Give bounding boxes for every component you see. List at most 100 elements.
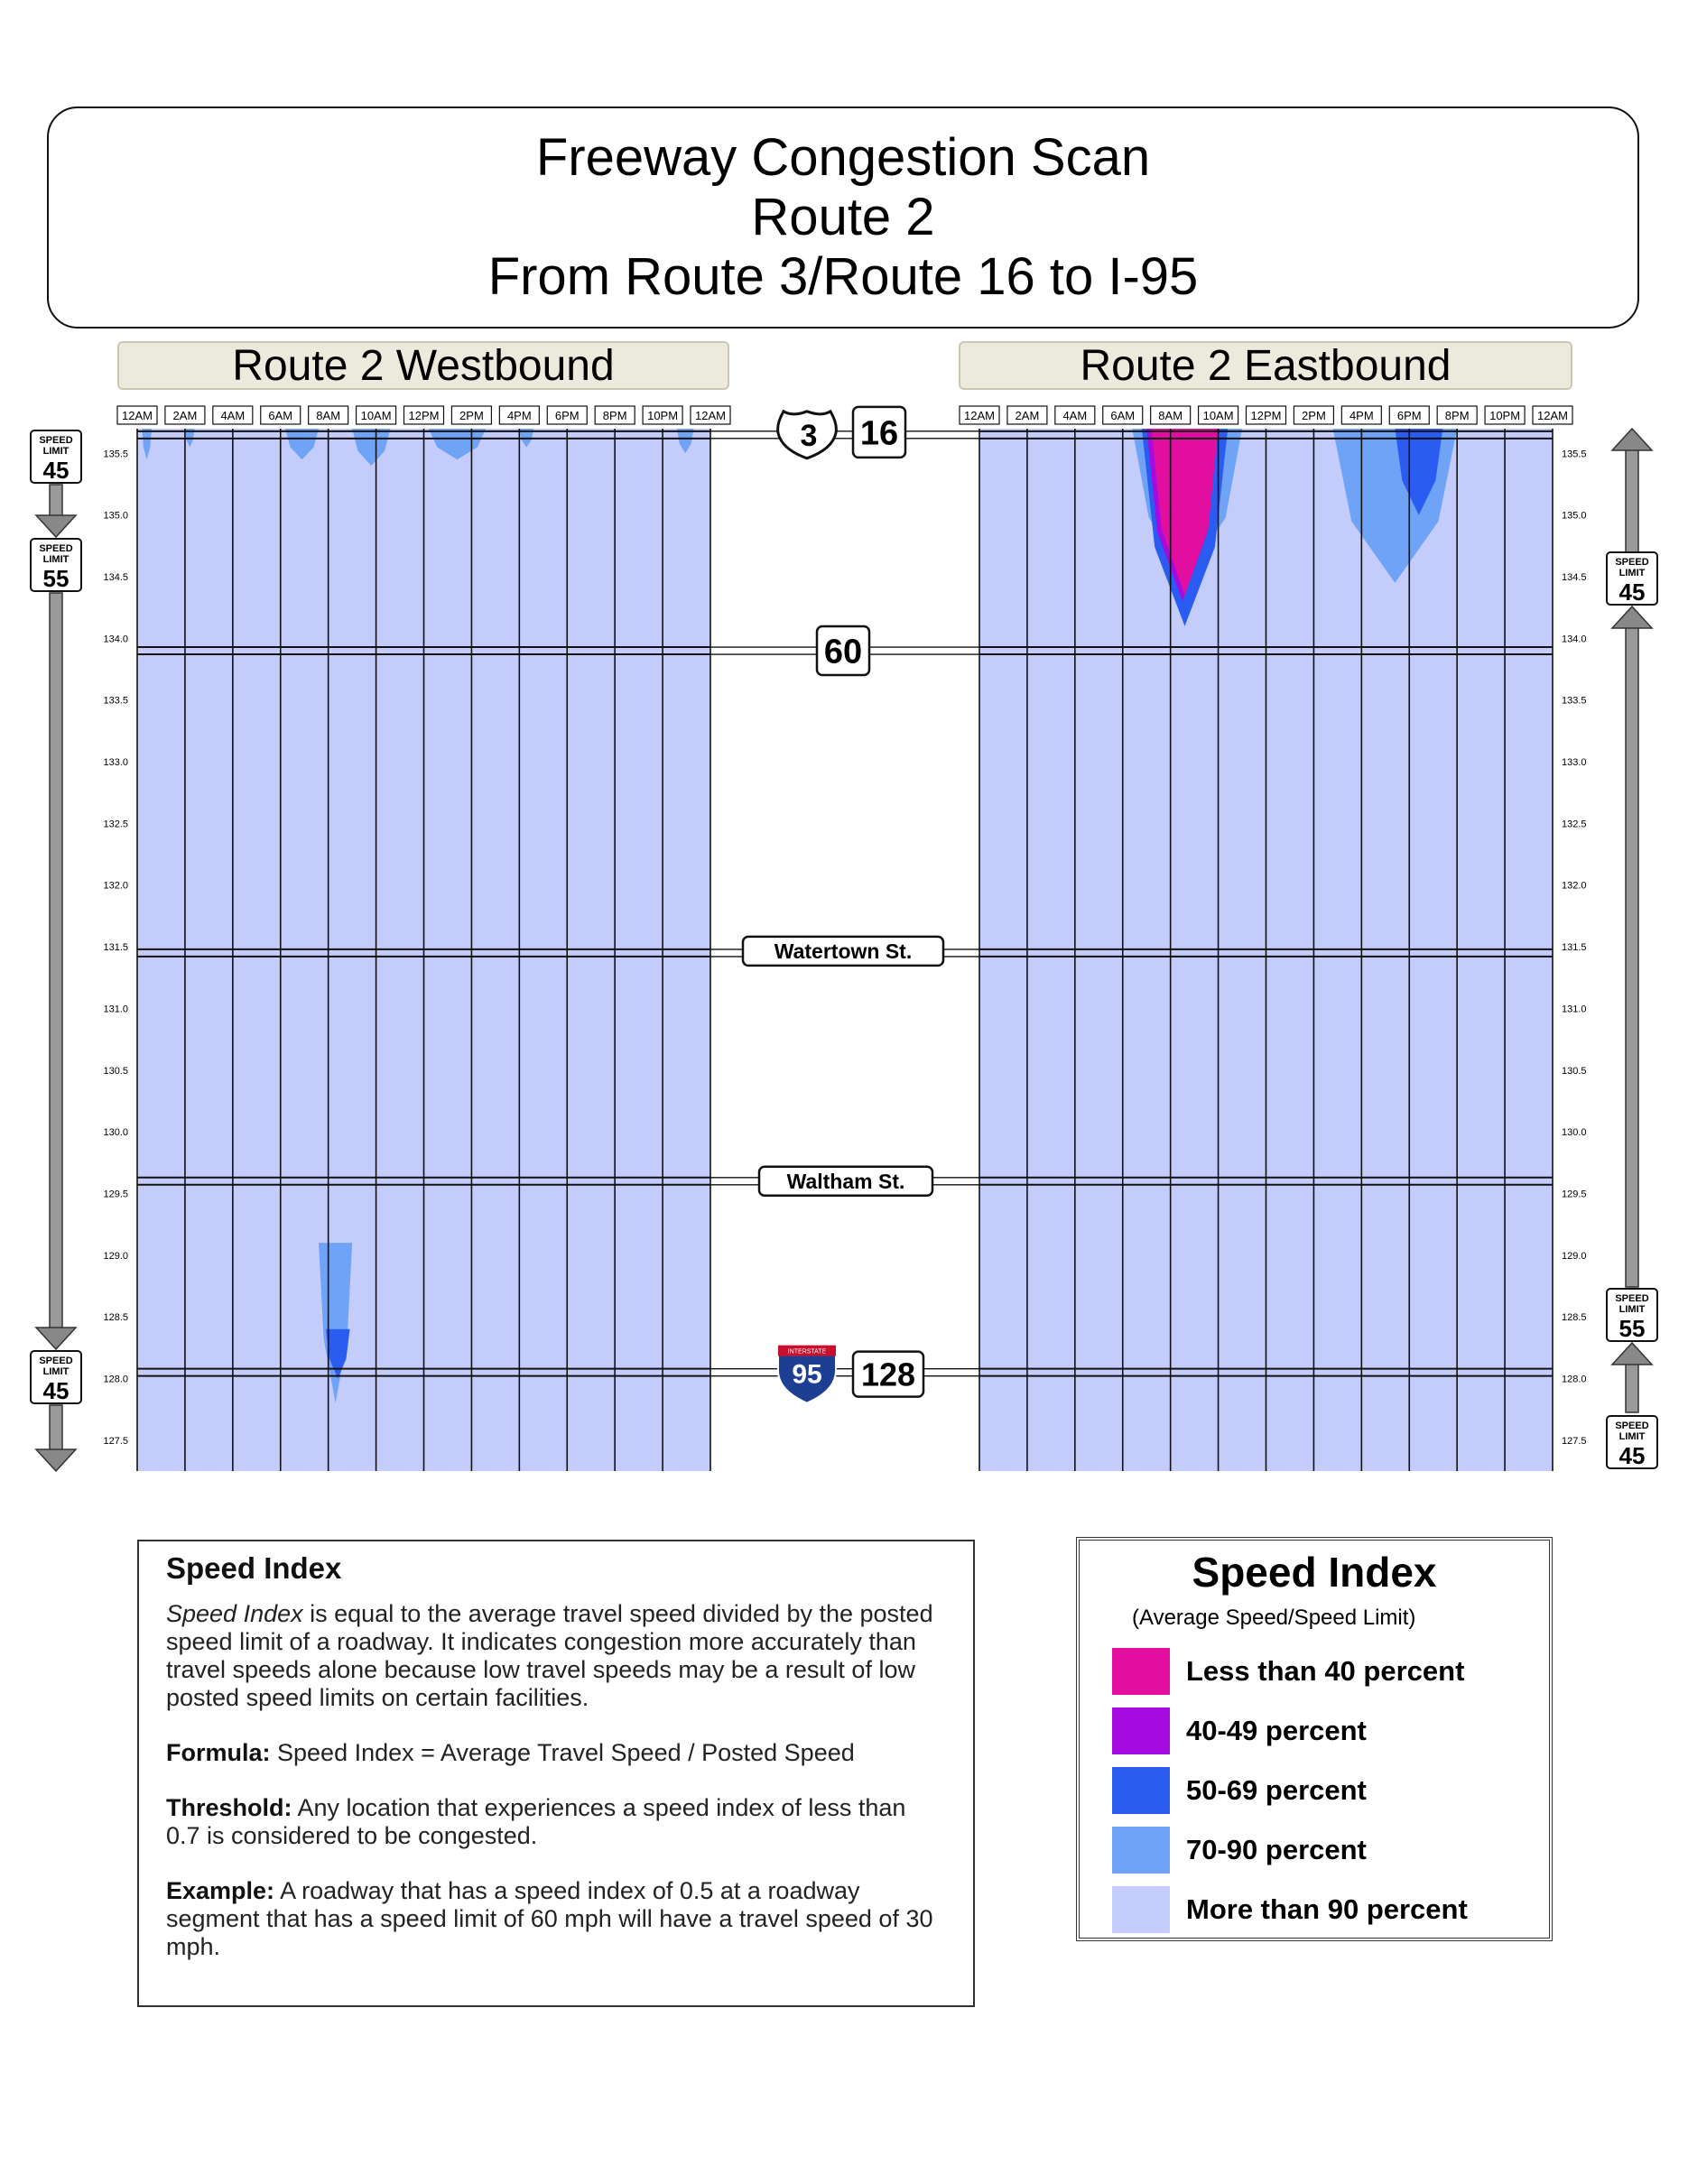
route-60-label: 60 [824,634,862,671]
route-128-label-box [851,1350,925,1398]
time-tick-box [1102,405,1144,425]
west-speed-limit-sign-bottom: LIMIT [43,554,70,565]
legend-label: More than 90 percent [1186,1893,1468,1925]
mile-tick-label: 128.0 [1562,1374,1587,1384]
time-tick-label: 6AM [1110,409,1135,422]
east-speed-limit-sign-bottom: LIMIT [1619,1431,1646,1442]
legend-subtitle: (Average Speed/Speed Limit) [1132,1606,1416,1630]
time-tick-box [1532,405,1573,425]
time-tick-box [116,405,158,425]
mile-tick-label: 134.0 [103,634,128,644]
east-direction-arrow-head [1610,1341,1654,1365]
legend-label: 40-49 percent [1186,1715,1367,1746]
time-tick-label: 2PM [459,409,484,422]
congestion-area [326,1328,350,1379]
chart-subtitle-route: Route 2 [751,188,935,246]
mile-tick-label: 135.5 [1562,449,1587,459]
info-definition-text: is equal to the average travel speed div… [166,1600,933,1711]
us-route-shield-icon [776,409,838,460]
mile-tick-label: 135.0 [1562,511,1587,522]
time-tick-label: 2AM [1016,409,1040,422]
mile-tick-label: 129.0 [1562,1251,1587,1262]
congestion-scan-chart: 12AM 2AM 4AM 6AM 8AM 10AM 12PM 2PM 4PM 6PM 8PM 10PM… [30,405,1658,1473]
time-tick-box [164,405,206,425]
east-speed-limit-sign-bottom: LIMIT [1619,1304,1646,1315]
info-definition-term: Speed Index [166,1600,303,1627]
congestion-area [142,429,152,460]
time-tick-box [594,405,635,425]
mile-tick-label: 129.0 [103,1251,128,1262]
waltham-st-label: Waltham St. [787,1170,905,1193]
congestion-area [1151,429,1219,596]
watertown-st-label-box [741,935,945,967]
mile-tick-label: 133.0 [1562,757,1587,768]
info-threshold-text: Any location that experiences a speed in… [166,1794,906,1849]
mile-tick-label: 127.5 [1562,1436,1587,1447]
legend-swatch [1112,1767,1170,1814]
east-speed-limit-sign-value: 45 [1619,1442,1646,1469]
west-speed-limit-sign-bottom: LIMIT [43,1366,70,1377]
mile-tick-label: 129.5 [103,1189,128,1199]
east-speed-limit-sign-box [1606,551,1658,606]
west-speed-limit-sign-bottom: LIMIT [43,446,70,457]
waltham-st-label-box [757,1165,934,1198]
east-direction-arrow-head [1610,427,1654,451]
west-speed-limit-sign-box [30,538,82,592]
time-tick-box [1340,405,1382,425]
time-tick-box [403,405,445,425]
congestion-area [285,429,320,460]
mile-tick-label: 130.5 [103,1066,128,1077]
time-tick-label: 2PM [1302,409,1326,422]
speed-index-info: Speed Index Speed Index is equal to the … [137,1540,975,2007]
info-example: Example: A roadway that has a speed inde… [166,1877,946,1961]
info-example-text: A roadway that has a speed index of 0.5 … [166,1877,933,1960]
time-tick-box [355,405,397,425]
mile-tick-label: 134.5 [1562,572,1587,583]
time-tick-label: 6PM [555,409,580,422]
legend-item: 70-90 percent [1098,1820,1531,1880]
east-speed-limit-sign-top: SPEED [1615,1293,1648,1304]
time-tick-label: 12AM [1537,409,1568,422]
west-speed-limit-sign-top: SPEED [39,435,72,446]
mile-tick-label: 131.0 [103,1004,128,1014]
west-speed-limit-sign-value: 45 [43,457,70,484]
west-speed-limit-sign-top: SPEED [39,543,72,554]
title-box: Freeway Congestion Scan Route 2 From Rou… [47,106,1639,329]
time-tick-label: 8AM [316,409,340,422]
legend-item: More than 90 percent [1098,1880,1531,1939]
time-tick-label: 4PM [507,409,532,422]
legend-item: 50-69 percent [1098,1761,1531,1820]
east-direction-arrow-head [1610,605,1654,629]
westbound-header: Route 2 Westbound [117,341,729,390]
mile-tick-label: 130.0 [103,1127,128,1138]
mile-tick-label: 131.5 [1562,942,1587,953]
legend-swatch [1112,1648,1170,1695]
time-tick-label: 6AM [268,409,292,422]
time-tick-label: 10AM [361,409,392,422]
time-tick-box [498,405,540,425]
east-speed-limit-sign-bottom: LIMIT [1619,568,1646,578]
time-tick-box [1293,405,1335,425]
route-95-label: 95 [792,1360,821,1390]
west-speed-limit-sign-box [30,1350,82,1404]
time-tick-box [959,405,1000,425]
mile-tick-label: 133.0 [103,757,128,768]
time-tick-label: 12AM [964,409,995,422]
time-tick-label: 6PM [1397,409,1422,422]
mile-tick-label: 127.5 [103,1436,128,1447]
mile-tick-label: 128.5 [1562,1312,1587,1323]
time-tick-label: 4PM [1349,409,1374,422]
info-threshold: Threshold: Any location that experiences… [166,1794,946,1850]
mile-tick-label: 130.0 [1562,1127,1587,1138]
info-formula-text: Speed Index = Average Travel Speed / Pos… [270,1739,855,1766]
mile-tick-label: 133.5 [1562,696,1587,707]
mile-tick-label: 134.5 [103,572,128,583]
mile-tick-label: 133.5 [103,696,128,707]
info-heading: Speed Index [166,1551,342,1585]
chart-subtitle-extent: From Route 3/Route 16 to I-95 [487,247,1199,306]
east-speed-limit-sign-box [1606,1288,1658,1342]
west-speed-limit-sign-top: SPEED [39,1356,72,1366]
info-definition: Speed Index is equal to the average trav… [166,1600,946,1712]
eastbound-header: Route 2 Eastbound [959,341,1572,390]
legend-title: Speed Index [1192,1549,1437,1596]
